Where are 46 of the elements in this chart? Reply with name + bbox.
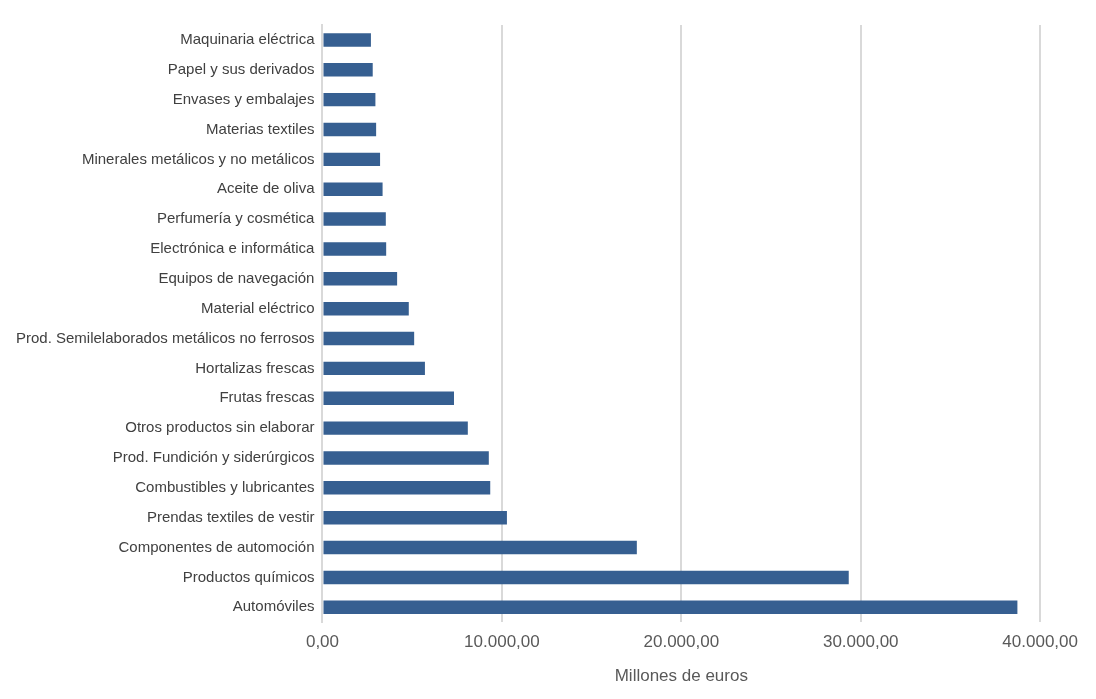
x-tick-label: 0,00: [305, 632, 340, 652]
bar: [323, 92, 376, 107]
y-tick-label: Prod. Semilelaborados metálicos no ferrosos: [15, 328, 315, 346]
x-tick-label: 10.000,00: [464, 632, 540, 652]
bar: [323, 570, 849, 585]
bar: [323, 272, 398, 286]
bar: [323, 451, 489, 465]
bar: [323, 301, 409, 316]
y-tick-label: Productos químicos: [182, 567, 315, 585]
bar: [323, 391, 454, 405]
y-tick-label: Otros productos sin elaborar: [125, 418, 315, 436]
bar: [323, 421, 468, 435]
y-tick-label: Combustibles y lubricantes: [135, 477, 315, 495]
x-axis-title: Millones de euros: [614, 666, 748, 686]
bar: [323, 63, 373, 77]
bar: [323, 152, 381, 167]
y-tick-label: Aceite de oliva: [216, 179, 316, 197]
y-tick-label: Automóviles: [232, 597, 315, 615]
bar: [323, 600, 1018, 614]
bar: [323, 242, 387, 256]
y-tick-label: Hortalizas frescas: [195, 358, 315, 376]
y-tick-label: Papel y sus derivados: [167, 59, 315, 77]
y-tick-label: Prod. Fundición y siderúrgicos: [112, 448, 315, 466]
y-tick-label: Envases y embalajes: [172, 89, 315, 107]
bar: [323, 182, 383, 196]
bar: [323, 481, 491, 495]
x-tick-label: 30.000,00: [822, 632, 899, 652]
y-tick-label: Minerales metálicos y no metálicos: [81, 149, 315, 167]
x-tick-label: 20.000,00: [643, 632, 720, 652]
y-tick-label: Perfumería y cosmética: [156, 209, 316, 227]
bar: [323, 212, 386, 226]
y-tick-label: Equipos de navegación: [158, 268, 315, 286]
bar: [323, 361, 425, 376]
x-tick-label: 40.000,00: [1002, 632, 1079, 652]
bar: [323, 122, 377, 137]
y-tick-label: Maquinaria eléctrica: [180, 30, 316, 48]
y-tick-label: Componentes de automoción: [118, 537, 315, 555]
y-tick-label: Electrónica e informática: [150, 239, 316, 257]
y-tick-label: Prendas textiles de vestir: [146, 507, 315, 525]
bar: [323, 33, 371, 47]
bar: [323, 540, 637, 555]
bar: [323, 510, 507, 525]
y-tick-label: Frutas frescas: [219, 388, 315, 406]
y-tick-label: Material eléctrico: [201, 298, 315, 316]
bar: [323, 331, 415, 346]
y-tick-label: Materias textiles: [206, 119, 315, 137]
